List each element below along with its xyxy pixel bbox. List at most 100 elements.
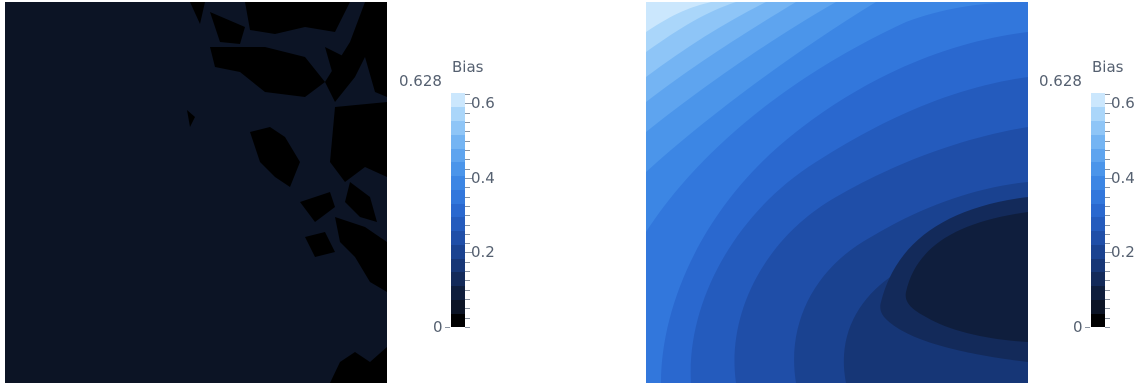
colorbar-minor-tick xyxy=(465,280,470,281)
bias-field-plot-left xyxy=(5,2,387,383)
low-bias-patch xyxy=(250,127,300,187)
colorbar-major-tick xyxy=(1105,178,1113,179)
colorbar-major-tick xyxy=(445,327,450,328)
colorbar-segment xyxy=(451,161,465,177)
colorbar-major-tick xyxy=(465,103,473,104)
low-bias-patch xyxy=(325,2,387,102)
colorbar-major-tick xyxy=(1105,252,1113,253)
colorbar-tick-label: 0.6 xyxy=(1111,94,1135,113)
bias-field-plot-right xyxy=(646,2,1028,383)
colorbar-minor-tick xyxy=(1105,131,1110,132)
colorbar-segment xyxy=(451,285,465,300)
colorbar-minor-tick xyxy=(465,327,470,328)
colorbar-minor-tick xyxy=(465,169,470,170)
colorbar-segment xyxy=(1091,106,1105,121)
contour-band xyxy=(905,212,1028,342)
colorbar-minor-tick xyxy=(465,271,470,272)
colorbar-minor-tick xyxy=(465,234,470,235)
colorbar-minor-tick xyxy=(465,225,470,226)
colorbar-segment xyxy=(1091,161,1105,177)
colorbar-data-max: 0.628 xyxy=(1039,72,1082,90)
colorbar-segment xyxy=(1091,203,1105,218)
right-panel: Bias 0.628 0 0.2 0.4 0.6 xyxy=(640,0,1141,383)
colorbar-minor-tick xyxy=(1105,94,1110,95)
colorbar-major-tick xyxy=(1085,327,1090,328)
colorbar-major-tick xyxy=(1105,103,1113,104)
colorbar-minor-tick xyxy=(465,122,470,123)
colorbar-segment xyxy=(451,271,465,287)
colorbar-minor-tick xyxy=(1105,290,1110,291)
colorbar-minor-tick xyxy=(465,299,470,300)
colorbar-minor-tick xyxy=(465,159,470,160)
low-bias-patch xyxy=(330,102,387,182)
colorbar-tick-label: 0.2 xyxy=(471,243,495,262)
low-bias-patch xyxy=(190,2,205,24)
colorbar-minor-tick xyxy=(465,243,470,244)
colorbar-segment xyxy=(1091,244,1105,259)
colorbar-minor-tick xyxy=(1105,141,1110,142)
colorbar-minor-tick xyxy=(1105,327,1110,328)
colorbar-segment xyxy=(1091,230,1105,245)
colorbar-minor-tick xyxy=(1105,206,1110,207)
colorbar-segment xyxy=(1091,271,1105,287)
colorbar-minor-tick xyxy=(465,197,470,198)
colorbar-segment xyxy=(451,258,465,273)
low-bias-patch xyxy=(330,347,387,383)
bias-field-svg-left xyxy=(5,2,387,383)
colorbar-minor-tick xyxy=(465,206,470,207)
colorbar-segment xyxy=(451,134,465,149)
colorbar-minor-tick xyxy=(465,150,470,151)
left-panel: Bias 0.628 0 0.2 0.4 0.6 xyxy=(0,0,560,383)
colorbar-segment xyxy=(1091,93,1105,108)
low-bias-patch xyxy=(300,192,335,222)
colorbar-major-tick xyxy=(465,252,473,253)
colorbar-minor-tick xyxy=(465,113,470,114)
colorbar-minor-tick xyxy=(1105,122,1110,123)
field-background xyxy=(5,2,387,383)
colorbar-minor-tick xyxy=(1105,159,1110,160)
colorbar-minor-tick xyxy=(1105,187,1110,188)
colorbar-left xyxy=(451,93,465,328)
colorbar-minor-tick xyxy=(465,187,470,188)
colorbar-minor-tick xyxy=(1105,299,1110,300)
colorbar-data-max: 0.628 xyxy=(399,72,442,90)
colorbar-tick-label: 0.4 xyxy=(1111,168,1135,187)
colorbar-minor-tick xyxy=(1105,215,1110,216)
colorbar-title: Bias xyxy=(452,58,484,76)
colorbar-segment xyxy=(1091,285,1105,300)
low-bias-patch xyxy=(335,217,387,292)
colorbar-segment xyxy=(451,313,465,328)
low-bias-patch xyxy=(210,12,245,44)
colorbar-segment xyxy=(1091,148,1105,163)
colorbar-segment xyxy=(1091,216,1105,232)
colorbar-segment xyxy=(451,120,465,135)
colorbar-segment xyxy=(1091,120,1105,135)
colorbar-segment xyxy=(451,106,465,121)
colorbar-tick-label: 0 xyxy=(433,318,443,336)
colorbar-minor-tick xyxy=(1105,113,1110,114)
colorbar-segment xyxy=(451,244,465,259)
colorbar-segment xyxy=(1091,189,1105,204)
colorbar-minor-tick xyxy=(465,262,470,263)
low-bias-patch xyxy=(210,47,325,97)
colorbar-tick-label: 0.4 xyxy=(471,168,495,187)
colorbar-segment xyxy=(451,148,465,163)
colorbar-minor-tick xyxy=(465,141,470,142)
colorbar-tick-label: 0 xyxy=(1073,318,1083,336)
colorbar-minor-tick xyxy=(1105,308,1110,309)
bias-field-svg-right xyxy=(646,2,1028,383)
colorbar-segment xyxy=(451,189,465,204)
colorbar-minor-tick xyxy=(1105,197,1110,198)
colorbar-minor-tick xyxy=(1105,225,1110,226)
low-bias-patch xyxy=(345,182,377,222)
colorbar-tick-label: 0.6 xyxy=(471,94,495,113)
colorbar-minor-tick xyxy=(1105,318,1110,319)
low-bias-patch xyxy=(245,2,350,34)
colorbar-segment xyxy=(451,203,465,218)
colorbar-minor-tick xyxy=(465,290,470,291)
colorbar-segment xyxy=(451,175,465,190)
colorbar-minor-tick xyxy=(1105,243,1110,244)
colorbar-right xyxy=(1091,93,1105,328)
colorbar-segment xyxy=(1091,299,1105,314)
colorbar-minor-tick xyxy=(1105,234,1110,235)
